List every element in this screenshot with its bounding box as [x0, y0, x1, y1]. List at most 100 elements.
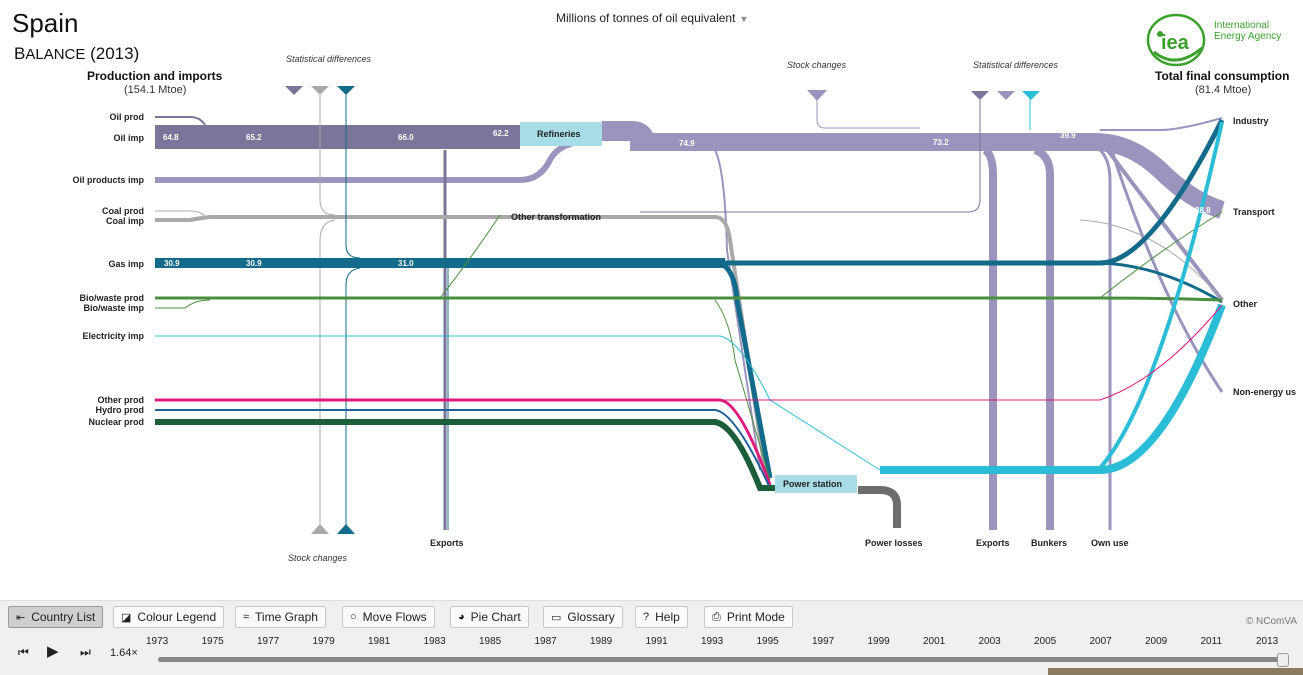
year-tick[interactable]: 2001 — [923, 636, 946, 647]
flow-oil-products-main — [630, 133, 1225, 219]
skip-back-icon[interactable]: ⏮ — [18, 645, 29, 659]
sink-other[interactable]: Other — [1233, 299, 1258, 309]
node-other-transformation-label[interactable]: Other transformation — [511, 212, 602, 222]
source-hydro-prod[interactable]: Hydro prod — [95, 405, 145, 415]
flow-oil-bunkers — [1033, 146, 1054, 530]
label-power-losses: Power losses — [865, 538, 923, 548]
flow-value: 31.0 — [398, 259, 414, 268]
right-total: (81.4 Mtoe) — [1195, 84, 1252, 96]
help-button[interactable]: ? Help — [635, 606, 688, 628]
source-coal-imp[interactable]: Coal imp — [105, 216, 144, 226]
country-title: Spain — [12, 8, 79, 38]
year-tick[interactable]: 2009 — [1145, 636, 1168, 647]
balance-year: (2013) — [90, 44, 140, 63]
year-tick[interactable]: 1989 — [590, 636, 613, 647]
flow-value: 62.2 — [493, 129, 509, 138]
unit-dropdown[interactable]: Millions of tonnes of oil equivalent ▼ — [556, 11, 748, 25]
source-electricity-imp[interactable]: Electricity imp — [82, 331, 144, 341]
flow-bio-to-transform — [439, 214, 501, 299]
flow-oil-to-power — [714, 149, 761, 471]
node-refineries-label[interactable]: Refineries — [537, 129, 581, 139]
flow-oil-prod — [155, 116, 206, 126]
legend-icon: ◪ — [121, 611, 132, 624]
source-oil-products-imp[interactable]: Oil products imp — [72, 175, 144, 185]
glossary-label: Glossary — [567, 610, 615, 624]
flow-gas-to-power — [718, 260, 773, 479]
year-tick[interactable]: 1979 — [312, 636, 335, 647]
skip-forward-icon[interactable]: ⏭ — [80, 645, 91, 659]
iea-name-line2: Energy Agency — [1214, 31, 1282, 42]
timeline: ⏮ ▶ ⏭ 1.64× 1973 1975 1977 1979 1981 1983 1985… — [0, 632, 1303, 675]
year-tick[interactable]: 1983 — [423, 636, 446, 647]
flow-value: 64.8 — [163, 133, 179, 142]
marker-stat-diff-1 — [285, 86, 303, 95]
sink-industry[interactable]: Industry — [1233, 116, 1269, 126]
flow-bio — [155, 296, 1223, 302]
stock-changes-top-label: Stock changes — [787, 60, 847, 70]
year-tick[interactable]: 1997 — [812, 636, 835, 647]
play-icon[interactable]: ▶ — [47, 643, 59, 660]
node-power-station — [775, 475, 857, 493]
flow-oil-to-industry — [1100, 117, 1223, 131]
time-graph-button[interactable]: ≈ Time Graph — [235, 606, 326, 628]
year-tick[interactable]: 1999 — [867, 636, 890, 647]
flow-hydro-prod — [155, 409, 771, 489]
node-power-station-label[interactable]: Power station — [783, 479, 843, 489]
year-tick[interactable]: 2007 — [1089, 636, 1112, 647]
year-tick[interactable]: 2011 — [1200, 636, 1223, 647]
flow-other-to-other — [720, 304, 1223, 401]
sink-non-energy[interactable]: Non-energy us — [1233, 387, 1297, 397]
year-tick[interactable]: 1977 — [257, 636, 280, 647]
sink-transport[interactable]: Transport — [1233, 207, 1275, 217]
year-tick[interactable]: 1981 — [368, 636, 391, 647]
source-oil-prod[interactable]: Oil prod — [109, 112, 145, 122]
timeline-handle[interactable] — [1277, 653, 1289, 667]
balance-subtitle: BALANCE (2013) — [14, 44, 139, 64]
source-oil-imp[interactable]: Oil imp — [113, 133, 144, 143]
flow-value: 66.0 — [398, 133, 414, 142]
pie-chart-button[interactable]: ◕ Pie Chart — [450, 606, 529, 628]
graph-icon: ≈ — [243, 611, 250, 623]
year-tick[interactable]: 2013 — [1256, 636, 1279, 647]
time-graph-label: Time Graph — [255, 610, 318, 624]
year-tick[interactable]: 1995 — [756, 636, 779, 647]
flow-gas-stock — [345, 95, 361, 259]
year-tick[interactable]: 1985 — [479, 636, 502, 647]
year-tick[interactable]: 2005 — [1034, 636, 1057, 647]
colour-legend-button[interactable]: ◪ Colour Legend — [113, 606, 225, 628]
flow-stock-change-top — [816, 100, 920, 129]
marker-stat-diff-r2 — [997, 91, 1015, 100]
flow-bio-imp — [155, 299, 211, 309]
help-label: Help — [655, 610, 680, 624]
flow-value: 30.9 — [246, 259, 262, 268]
source-gas-imp[interactable]: Gas imp — [108, 259, 144, 269]
source-coal-prod[interactable]: Coal prod — [102, 206, 144, 216]
country-list-button[interactable]: ⇤ Country List — [8, 606, 104, 628]
marker-stock-bottom-2 — [337, 524, 355, 534]
sankey-diagram — [155, 86, 1226, 534]
marker-stat-diff-2 — [311, 86, 329, 95]
print-mode-button[interactable]: ⎙ Print Mode — [704, 606, 793, 628]
year-tick[interactable]: 1973 — [146, 636, 169, 647]
source-bio-imp[interactable]: Bio/waste imp — [83, 303, 144, 313]
source-bio-prod[interactable]: Bio/waste prod — [79, 293, 144, 303]
iea-name: International Energy Agency — [1214, 20, 1281, 42]
year-tick[interactable]: 1991 — [645, 636, 668, 647]
source-nuclear-prod[interactable]: Nuclear prod — [88, 417, 144, 427]
label-own-use: Own use — [1091, 538, 1129, 548]
flow-coal-stock — [319, 95, 336, 216]
move-flows-button[interactable]: ○ Move Flows — [342, 606, 435, 628]
circle-icon: ○ — [350, 611, 357, 623]
balance-word: ALANCE — [25, 46, 86, 63]
year-tick[interactable]: 1975 — [201, 636, 224, 647]
year-tick[interactable]: 1993 — [701, 636, 724, 647]
timeline-slider[interactable] — [158, 653, 1289, 667]
flow-value: 30.9 — [164, 259, 180, 268]
glossary-button[interactable]: ▭ Glossary — [543, 606, 623, 628]
source-other-prod[interactable]: Other prod — [97, 395, 145, 405]
flow-coal-prod — [155, 210, 206, 217]
year-tick[interactable]: 2003 — [978, 636, 1001, 647]
speed-label[interactable]: 1.64× — [110, 647, 138, 659]
iea-name-line1: International — [1214, 20, 1270, 31]
year-tick[interactable]: 1987 — [534, 636, 557, 647]
